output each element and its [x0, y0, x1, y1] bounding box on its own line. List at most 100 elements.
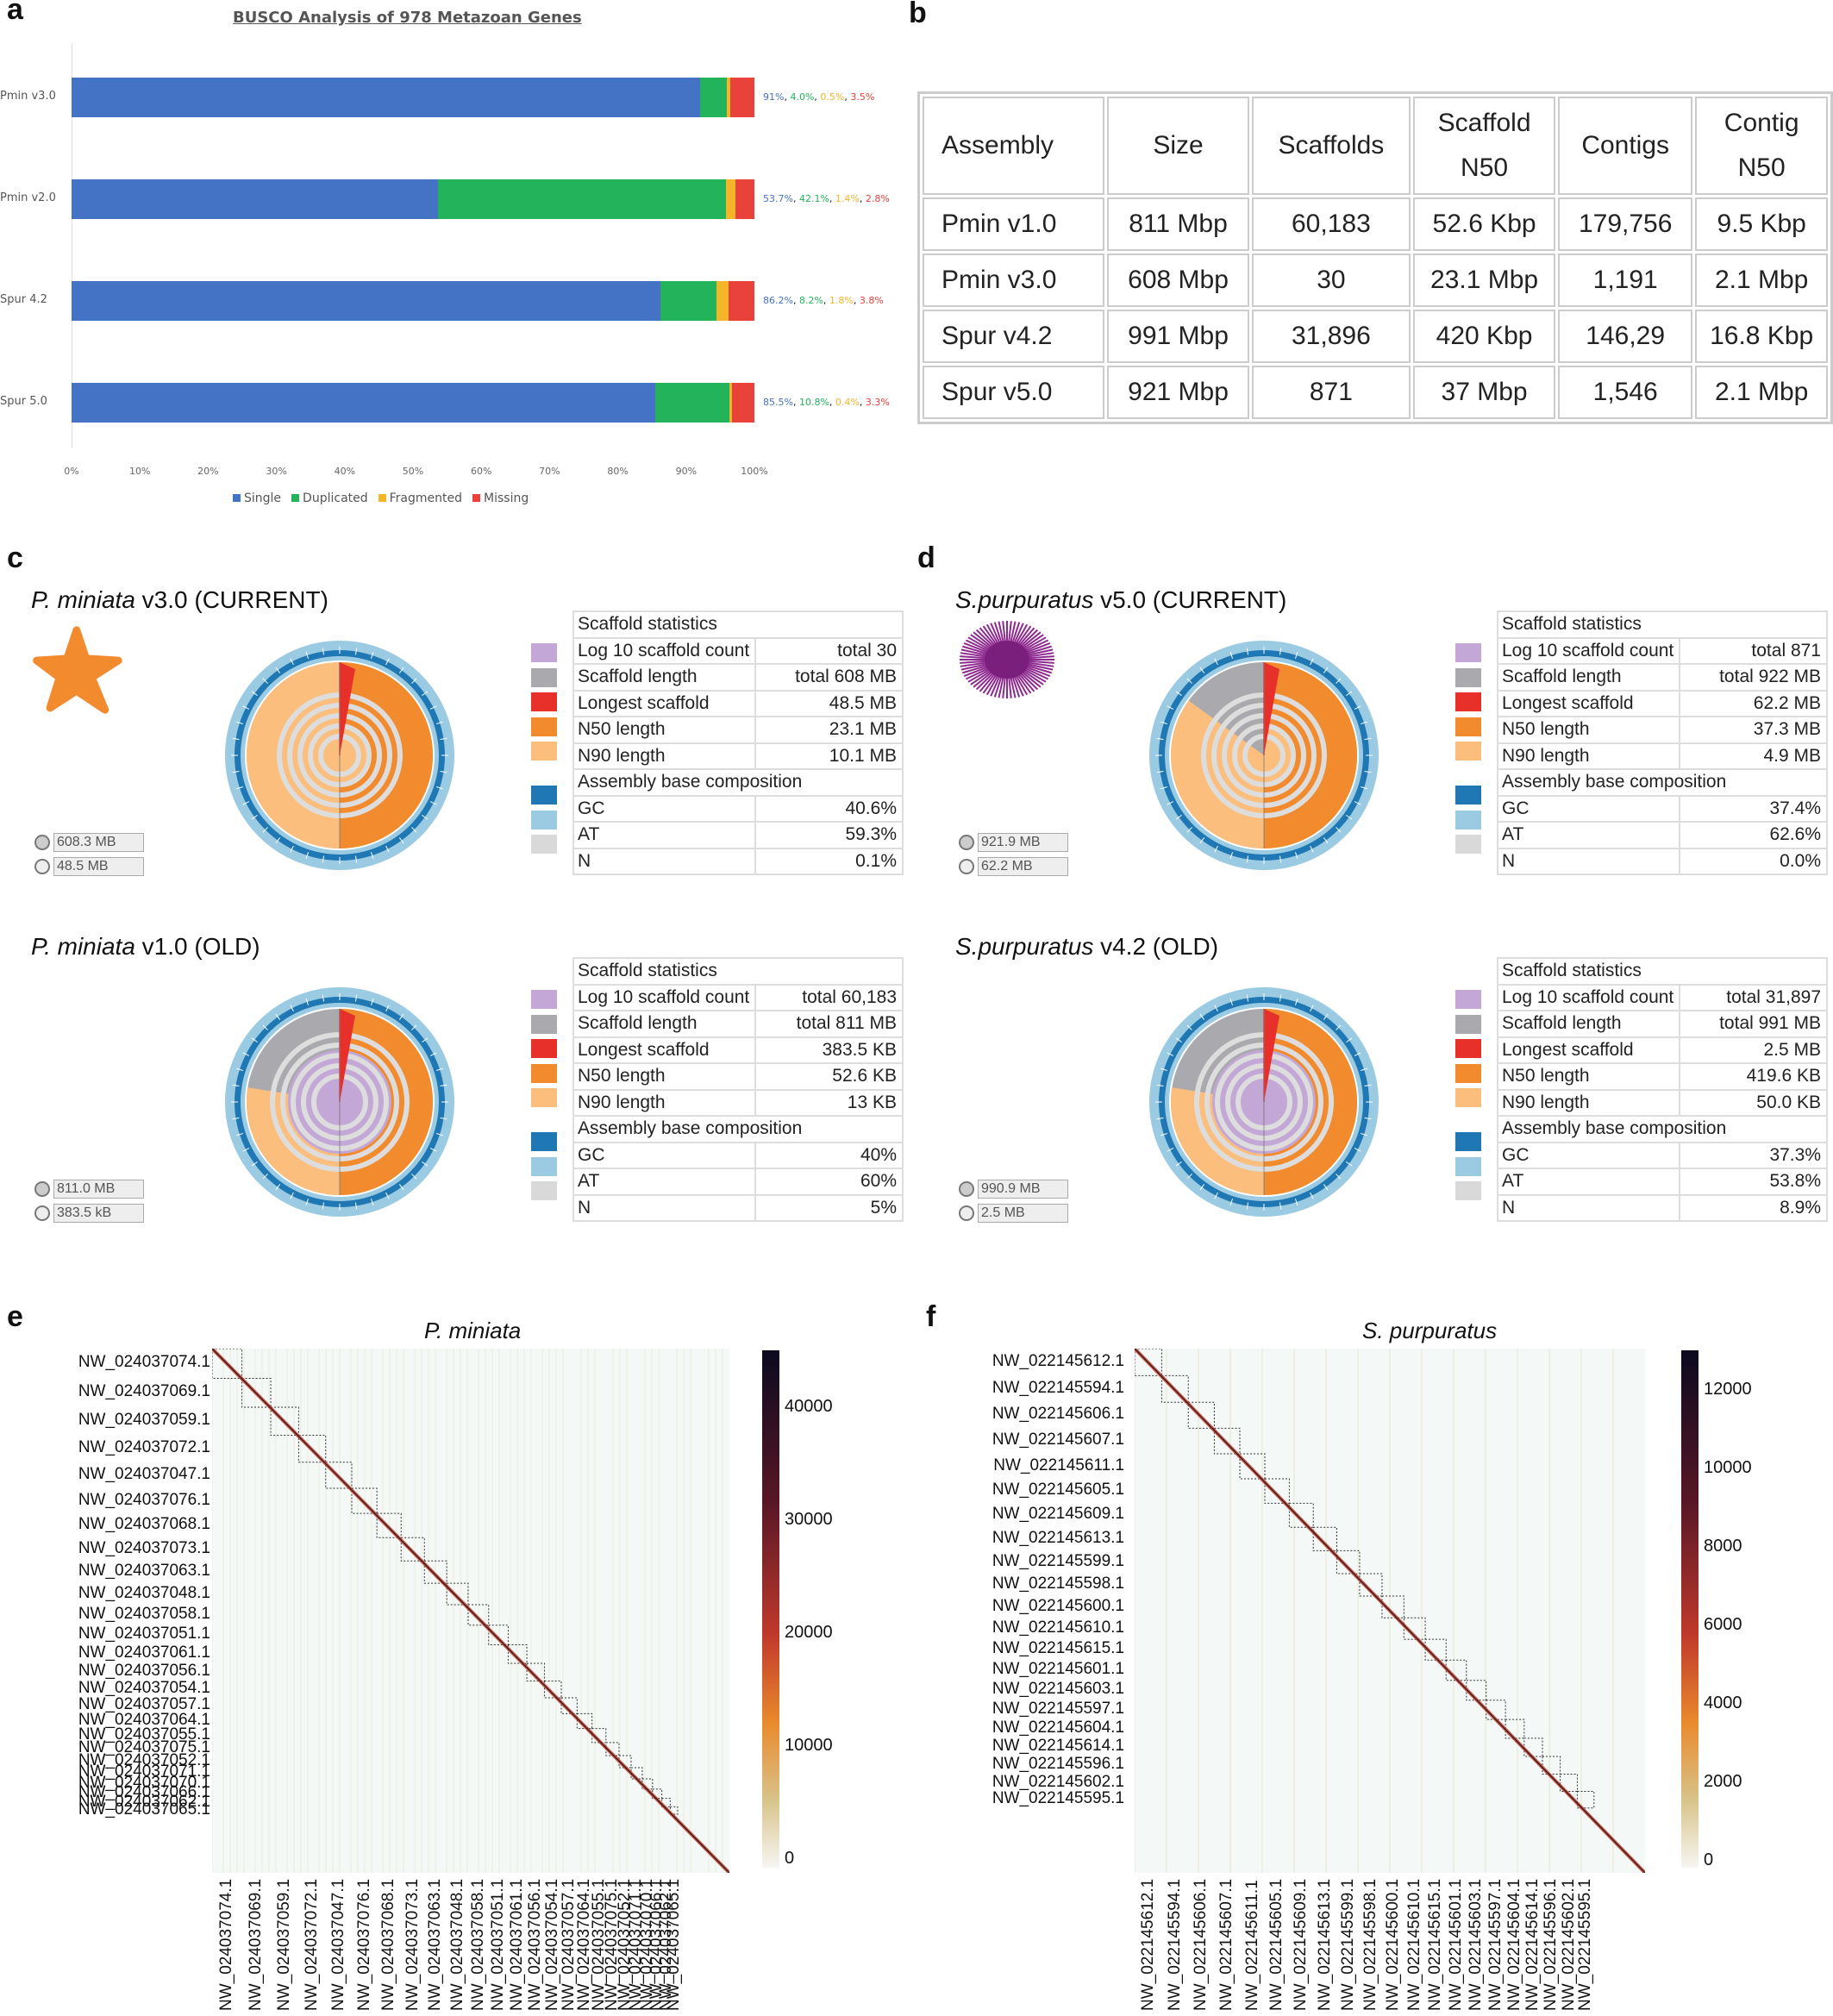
busco-bar-missing: [731, 383, 754, 423]
stats-row: Assembly base composition: [574, 768, 902, 795]
stats-row: Log 10 scaffold count total 871: [1498, 636, 1826, 663]
scaffold-block: [1160, 1374, 1189, 1403]
y-axis-label: NW_022145612.1: [992, 1351, 1124, 1370]
busco-bar-fragmented: [716, 281, 729, 321]
stats-label: N: [1498, 1195, 1680, 1220]
busco-row-label: Spur 4.2: [0, 293, 47, 306]
stats-row: N90 length 13 KB: [574, 1088, 902, 1115]
stats-row: GC 37.4%: [1498, 794, 1826, 821]
stats-label: AT: [574, 1169, 756, 1194]
busco-title: BUSCO Analysis of 978 Metazoan Genes: [233, 9, 582, 27]
panel-letter-c: c: [7, 542, 23, 574]
busco-row-percentages: 53.7%, 42.1%, 1.4%, 2.8%: [763, 193, 890, 204]
stats-label: GC: [574, 1143, 756, 1168]
longest-size-box: 383.5 kB: [53, 1204, 144, 1223]
y-axis-label: NW_024037056.1: [78, 1662, 210, 1681]
x-axis-label: NW_022145611.1: [1242, 1880, 1261, 2011]
stats-row: Scaffold statistics: [574, 959, 902, 984]
stats-row: N50 length 52.6 KB: [574, 1062, 902, 1089]
busco-x-tick: 70%: [539, 466, 560, 477]
scaffold-block: [270, 1406, 299, 1436]
stats-value: 23.1 MB: [829, 719, 897, 740]
colorbar-tick: 0: [1704, 1850, 1714, 1869]
longest-scaffold-wedge: [1264, 1009, 1279, 1102]
x-axis-label: NW_024037056.1: [526, 1878, 545, 2011]
circle-icon: [959, 1181, 974, 1197]
legend-swatch: [531, 1014, 557, 1034]
legend-swatch: [1455, 1039, 1481, 1058]
snail-panel-title: P. miniata v3.0 (CURRENT): [31, 586, 328, 614]
stats-label: Longest scaffold: [574, 1037, 756, 1062]
scaffold-stats-table: Scaffold statistics Log 10 scaffold count…: [572, 610, 904, 875]
stats-row: Scaffold statistics: [1498, 612, 1826, 637]
busco-pct: 86.2%: [763, 295, 793, 306]
panel-letter-e: e: [7, 1300, 23, 1333]
stats-value: 37.3 MB: [1753, 719, 1821, 740]
snail-panel-title: P. miniata v1.0 (OLD): [31, 933, 260, 961]
panel-letter-d: d: [917, 542, 935, 574]
stats-label: Log 10 scaffold count: [1498, 638, 1680, 663]
y-axis-label: NW_022145604.1: [992, 1718, 1124, 1737]
header-cell: Assembly: [923, 97, 1105, 195]
color-keys: [531, 990, 557, 1206]
y-axis-label: NW_024037063.1: [78, 1562, 210, 1581]
x-axis-label: NW_022145599.1: [1338, 1878, 1357, 2011]
legend-swatch: [531, 692, 557, 711]
stats-row: N90 length 10.1 MB: [574, 742, 902, 768]
stats-value: 2.5 MB: [1763, 1039, 1821, 1060]
table-cell: Pmin v1.0: [923, 197, 1105, 251]
header-cell: Contig N50: [1695, 97, 1828, 195]
snail-plot: [1149, 987, 1379, 1217]
legend-swatch: [531, 810, 557, 830]
x-axis-label: NW_022145607.1: [1217, 1878, 1236, 2011]
stats-label: Scaffold length: [1498, 1011, 1680, 1036]
stats-row: Log 10 scaffold count total 60,183: [574, 983, 902, 1010]
legend-swatch: [531, 1181, 557, 1200]
y-axis-label: NW_024037059.1: [78, 1411, 210, 1430]
stats-value: 48.5 MB: [829, 692, 897, 713]
busco-bar-single: [72, 179, 439, 219]
scaffold-block: [488, 1625, 509, 1645]
y-axis-label: NW_022145610.1: [992, 1618, 1124, 1637]
y-axis-label: NW_024037061.1: [78, 1643, 210, 1662]
stats-value: 13 KB: [847, 1092, 897, 1112]
busco-pct: 8.2%: [798, 295, 823, 306]
stats-value: total 991 MB: [1719, 1013, 1821, 1034]
busco-bar-missing: [730, 78, 754, 117]
stats-row: Scaffold length total 922 MB: [1498, 663, 1826, 690]
stats-section-label: Scaffold statistics: [1502, 614, 1642, 635]
busco-bar-duplicated: [438, 179, 726, 219]
stats-label: AT: [1498, 823, 1680, 848]
assembly-version: v4.2 (OLD): [1093, 933, 1219, 960]
x-axis-label: NW_024037065.1: [664, 1878, 683, 2011]
sea-urchin-icon: [960, 621, 1054, 698]
stats-value: 53.8%: [1769, 1171, 1821, 1192]
colorbar-tick: 12000: [1704, 1380, 1752, 1399]
x-axis-label: NW_024037076.1: [354, 1878, 373, 2011]
y-axis-label: NW_024037069.1: [78, 1382, 210, 1401]
table-cell: 2.1 Mbp: [1695, 366, 1828, 419]
table-cell: 420 Kbp: [1413, 310, 1556, 363]
colorbar-tick: 30000: [785, 1510, 833, 1529]
x-axis-label: NW_022145603.1: [1467, 1878, 1486, 2011]
legend-fragmented: Fragmented: [378, 491, 462, 505]
stats-row: Log 10 scaffold count total 30: [574, 636, 902, 663]
scaffold-block: [560, 1697, 578, 1714]
table-cell: Pmin v3.0: [923, 254, 1105, 307]
total-size-box: 990.9 MB: [978, 1180, 1068, 1199]
table-cell: 811 Mbp: [1107, 197, 1249, 251]
legend-swatch: [1455, 1181, 1481, 1200]
legend-swatch: [1455, 990, 1481, 1009]
legend-swatch: [1455, 742, 1481, 761]
table-cell: 608 Mbp: [1107, 254, 1249, 307]
x-axis-label: NW_024037074.1: [217, 1878, 236, 2011]
y-axis-label: NW_022145597.1: [992, 1699, 1124, 1718]
heatmap-title: S. purpuratus: [1362, 1318, 1498, 1343]
busco-pct: 0.5%: [820, 91, 845, 103]
stats-value: 10.1 MB: [829, 745, 897, 766]
stats-row: Scaffold statistics: [1498, 959, 1826, 984]
stats-row: N90 length 50.0 KB: [1498, 1088, 1826, 1115]
stats-value: 62.2 MB: [1753, 692, 1821, 713]
header-cell: Size: [1107, 97, 1249, 195]
panel-letter-f: f: [926, 1300, 936, 1333]
